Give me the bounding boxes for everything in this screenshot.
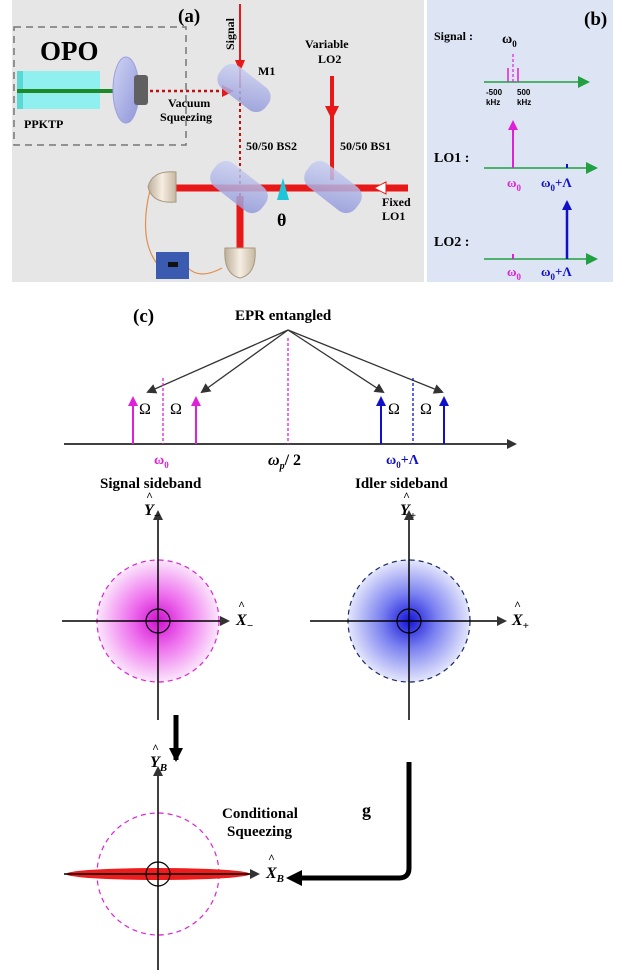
idler-sideband-label: Idler sideband [355, 476, 448, 492]
signal-omega0: ω0 [502, 32, 517, 49]
variable-label: Variable [305, 37, 349, 51]
cable-left [144, 189, 159, 266]
y-b-label: YB [150, 754, 167, 774]
cable-right [187, 267, 223, 275]
conditional-label: Conditional [222, 806, 298, 822]
axis-omega-lambda: ω0+Λ [386, 453, 419, 470]
panel-b-label: (b) [584, 9, 607, 30]
opo-mirror-mount [134, 75, 148, 105]
plus-500-label: 500 [517, 88, 531, 97]
y-minus-label: Y− [144, 502, 160, 522]
svg-text:^: ^ [146, 489, 153, 503]
opo-box [13, 26, 187, 146]
lo2-spectrum-label: LO2 : [434, 235, 469, 250]
epr-line-2 [200, 329, 289, 394]
lo2-label: LO2 [318, 52, 341, 66]
panel-b-spectra: (b) Signal : ω0 -500 500 kHz kHz LO1 : ω… [427, 0, 613, 282]
omega-sep-4: Ω [420, 401, 432, 418]
fixed-label: Fixed [382, 195, 411, 209]
khz-right-label: kHz [517, 98, 531, 107]
lo1-omega0: ω0 [507, 175, 522, 193]
epr-line-3 [287, 329, 385, 394]
vacuum-label: Vacuum [168, 96, 210, 110]
panel-a-setup: (a) OPO PPKTP Vacuum Squeezing Signal M1… [12, 0, 424, 282]
epr-line-1 [146, 329, 289, 394]
y-plus-label: Y+ [400, 502, 416, 522]
beam-splitter-bs2 [210, 160, 268, 214]
minus-500-label: -500 [486, 88, 503, 97]
axis-half-pump: ωp/ 2 [268, 452, 301, 472]
theta-label: θ [277, 210, 286, 230]
epr-entangled-label: EPR entangled [235, 308, 332, 324]
gain-g-label: g [362, 800, 371, 820]
ppktp-label: PPKTP [24, 117, 63, 131]
epr-line-4 [287, 329, 444, 394]
svg-text:^: ^ [152, 741, 159, 755]
detector-bottom [224, 247, 256, 279]
panel-b-background [427, 0, 613, 282]
panel-a-label: (a) [178, 6, 200, 27]
lo2-omega0: ω0 [507, 264, 522, 282]
khz-left-label: kHz [486, 98, 500, 107]
phase-wedge [277, 178, 289, 200]
omega-sep-2: Ω [170, 401, 182, 418]
detector-left [147, 171, 177, 203]
lo2-omega-lambda: ω0+Λ [541, 264, 572, 282]
signal-spectrum-label: Signal : [434, 29, 473, 43]
mirror-m1 [217, 63, 271, 113]
beam-splitter-bs1 [304, 160, 362, 214]
panel-c-sidebands: (c) EPR entangled Ω Ω Ω Ω ω0 ωp/ 2 ω0+Λ … [62, 306, 529, 970]
svg-text:^: ^ [268, 851, 275, 865]
panel-c-label: (c) [133, 306, 154, 327]
squeezing-result-label: Squeezing [227, 824, 293, 840]
svg-text:^: ^ [403, 489, 410, 503]
x-b-label: XB [265, 865, 284, 885]
signal-label: Signal [223, 17, 237, 50]
svg-text:^: ^ [514, 598, 521, 612]
signal-sideband-label: Signal sideband [100, 476, 202, 492]
x-minus-label: X− [235, 612, 253, 632]
omega-sep-1: Ω [139, 401, 151, 418]
axis-omega0: ω0 [154, 453, 169, 470]
feedforward-arrow [302, 762, 412, 881]
omega-sep-3: Ω [388, 401, 400, 418]
x-plus-label: X+ [511, 612, 529, 632]
lo1-spectrum-label: LO1 : [434, 151, 469, 166]
svg-text:^: ^ [238, 598, 245, 612]
opo-label: OPO [40, 36, 99, 66]
m1-label: M1 [258, 64, 275, 78]
lo1-label: LO1 [382, 209, 405, 223]
bs2-label: 50/50 BS2 [246, 139, 297, 153]
lo1-omega-lambda: ω0+Λ [541, 175, 572, 193]
squeezing-label: Squeezing [160, 110, 212, 124]
bs1-label: 50/50 BS1 [340, 139, 391, 153]
panel-a-background [12, 0, 424, 282]
